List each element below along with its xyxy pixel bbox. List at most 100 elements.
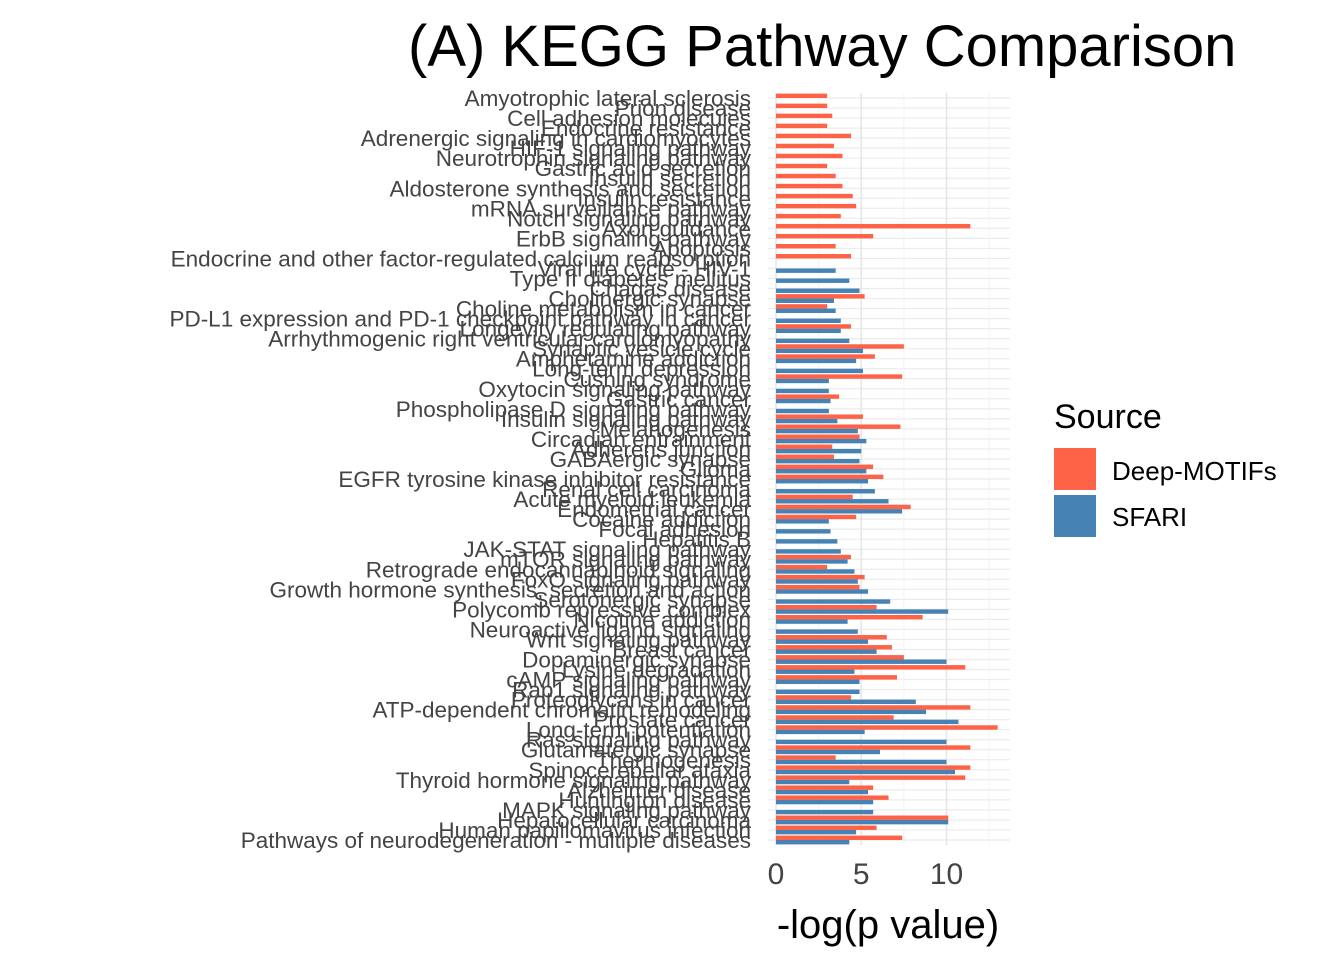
bar-deep-motifs	[776, 705, 971, 710]
chart-title: (A) KEGG Pathway Comparison	[408, 14, 1236, 79]
bar-sfari	[776, 559, 848, 564]
bar-sfari	[776, 448, 862, 454]
bar-sfari	[776, 819, 949, 825]
bar-sfari	[776, 418, 838, 424]
category-label: Dopaminergic synapse	[522, 648, 751, 673]
category-label: Spinocerebellar ataxia	[528, 758, 751, 783]
bar-deep-motifs	[776, 123, 828, 129]
category-label: FoxO signaling pathway	[511, 567, 752, 592]
category-label: Ras signaling pathway	[526, 728, 752, 753]
category-label: cAMP signaling pathway	[506, 668, 751, 693]
category-label: Axon guidance	[602, 216, 751, 241]
bar-deep-motifs	[776, 464, 874, 469]
category-label: Polycomb repressive complex	[452, 597, 752, 622]
bar-deep-motifs	[776, 354, 875, 359]
bar-deep-motifs	[776, 474, 884, 480]
category-label: Thyroid hormone signaling pathway	[396, 768, 752, 793]
category-label: Hepatitis B	[642, 527, 751, 552]
category-label: Circadian entrainment	[531, 427, 752, 452]
bar-sfari	[776, 328, 841, 334]
category-label: Endometrial cancer	[557, 497, 751, 522]
legend-swatch-sfari	[1054, 495, 1096, 537]
bar-deep-motifs	[776, 725, 998, 730]
bar-deep-motifs	[776, 765, 971, 770]
x-tick-label: 10	[930, 858, 963, 891]
category-label: Renal cell carcinoma	[542, 477, 751, 502]
bar-deep-motifs	[776, 564, 828, 570]
category-label: Amphetamine addiction	[516, 347, 751, 372]
bar-deep-motifs	[776, 233, 874, 239]
category-label: JAK-STAT signaling pathway	[463, 537, 751, 562]
legend: Source Deep-MOTIFs SFARI	[1054, 398, 1277, 537]
bar-sfari	[776, 779, 850, 785]
category-label: mTOR signaling pathway	[500, 547, 752, 572]
category-label: Synaptic vesicle cycle	[532, 337, 751, 362]
category-label: Growth hormone synthesis, secretion and …	[270, 577, 752, 602]
bar-sfari	[776, 749, 881, 755]
category-label: Prion disease	[615, 96, 751, 121]
bar-deep-motifs	[776, 785, 874, 790]
bar-deep-motifs	[776, 604, 877, 610]
bar-sfari	[776, 338, 850, 344]
category-label: Apoptosis	[652, 236, 751, 261]
bar-deep-motifs	[776, 294, 865, 299]
legend-label-deep-motifs: Deep-MOTIFs	[1112, 456, 1277, 486]
bar-deep-motifs	[776, 645, 892, 650]
bar-sfari	[776, 619, 848, 624]
category-label: Cell adhesion molecules	[507, 106, 751, 131]
category-label: Oxytocin signaling pathway	[478, 377, 751, 402]
category-label: Rap1 signaling pathway	[512, 678, 752, 703]
bar-deep-motifs	[776, 193, 853, 199]
bar-deep-motifs	[776, 715, 894, 720]
bar-deep-motifs	[776, 133, 852, 139]
bar-deep-motifs	[776, 93, 828, 99]
category-label: Gastric acid secretion	[535, 156, 751, 181]
bar-sfari	[776, 469, 867, 474]
category-label: Acute myeloid leukemia	[513, 487, 751, 512]
category-label: Serotonergic synapse	[533, 587, 751, 612]
category-label: Gastric cancer	[606, 387, 752, 412]
bar-deep-motifs	[776, 825, 877, 830]
category-label: Adherens junction	[571, 437, 751, 462]
bar-sfari	[776, 308, 836, 313]
bar-deep-motifs	[776, 374, 903, 379]
category-label: Endocrine and other factor-regulated cal…	[171, 246, 751, 271]
category-label: GABAergic synapse	[550, 447, 751, 472]
category-label: MAPK signaling pathway	[502, 798, 752, 823]
bar-sfari	[776, 348, 863, 354]
bar-sfari	[776, 489, 875, 494]
bar-deep-motifs	[776, 113, 833, 119]
category-label: Choline metabolism in cancer	[456, 297, 752, 322]
bar-deep-motifs	[776, 254, 852, 259]
bar-sfari	[776, 368, 863, 374]
bar-deep-motifs	[776, 213, 841, 219]
bar-deep-motifs	[776, 203, 857, 209]
category-label: Thermogenesis	[596, 748, 751, 773]
bar-sfari	[776, 759, 947, 765]
category-label: Insulin signaling pathway	[501, 407, 752, 432]
category-label: PD-L1 expression and PD-1 checkpoint pat…	[169, 307, 751, 332]
bar-sfari	[776, 789, 869, 795]
category-label: Long-term depression	[532, 357, 751, 382]
bar-sfari	[776, 639, 869, 644]
bar-sfari	[776, 569, 855, 574]
bar-sfari	[776, 529, 831, 534]
category-label: Insulin resistance	[577, 186, 751, 211]
bar-sfari	[776, 599, 891, 604]
x-axis-title: -log(p value)	[777, 903, 999, 947]
category-label: Neurotrophin signaling pathway	[436, 146, 752, 171]
bar-deep-motifs	[776, 394, 840, 399]
category-label: Arrhythmogenic right ventricular cardiom…	[268, 327, 751, 352]
category-label: Lysine degradation	[562, 658, 751, 683]
bar-sfari	[776, 408, 829, 414]
bar-sfari	[776, 479, 869, 484]
category-label: Alzheimer disease	[567, 778, 751, 803]
bar-sfari	[776, 699, 916, 705]
bar-deep-motifs	[776, 183, 843, 189]
bar-sfari	[776, 549, 841, 554]
bar-deep-motifs	[776, 223, 971, 229]
bar-sfari	[776, 709, 927, 715]
category-label: Breast cancer	[612, 637, 751, 662]
